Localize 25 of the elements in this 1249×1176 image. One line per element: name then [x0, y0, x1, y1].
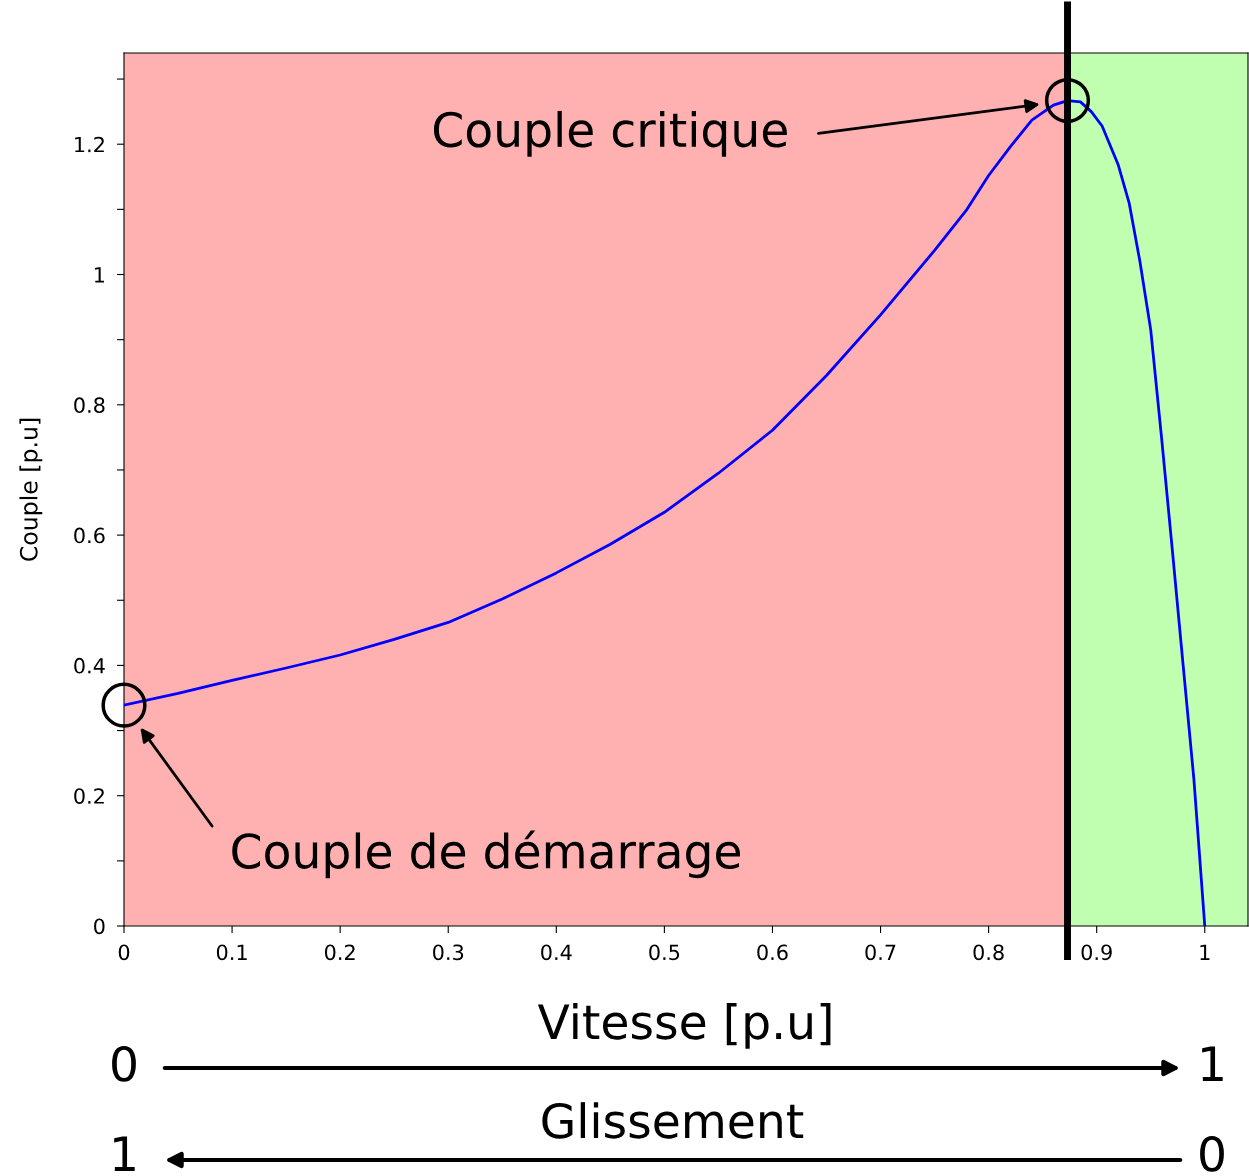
y-tick-label: 1.2	[75, 136, 104, 153]
x-axis-title: Vitesse [p.u]	[537, 1003, 831, 1049]
y-tick-label: 1	[94, 267, 105, 283]
x-tick-label: 0.7	[865, 944, 896, 961]
x-tick-label: 0.2	[324, 944, 355, 961]
x-tick-label: 0.1	[216, 944, 247, 961]
y-tick-label: 0.2	[74, 788, 104, 804]
annotation: Couple critique	[433, 110, 787, 157]
text: 0	[1200, 1135, 1224, 1172]
x-tick-label: 0.6	[757, 944, 788, 961]
x-tick-label: 0.9	[1081, 944, 1112, 961]
text: Glissement	[542, 1102, 804, 1139]
x-tick-label: 1	[1200, 944, 1210, 960]
x-tick-label: 0.5	[649, 944, 680, 961]
text: 1	[1202, 1046, 1223, 1082]
annotation: Couple de démarrage	[232, 830, 740, 879]
y-tick-label: 0.6	[74, 527, 105, 544]
x-tick-label: 0.3	[433, 944, 464, 961]
x-tick-label: 0.4	[541, 944, 572, 961]
y-tick-label: 0.8	[74, 397, 105, 414]
y-tick-label: 0.4	[74, 657, 105, 674]
x-tick-label: 0.8	[973, 944, 1004, 961]
y-tick-label: 0	[94, 918, 105, 935]
y-axis-title: Couple [p.u]	[19, 418, 43, 561]
x-tick-label: 0	[118, 944, 130, 961]
